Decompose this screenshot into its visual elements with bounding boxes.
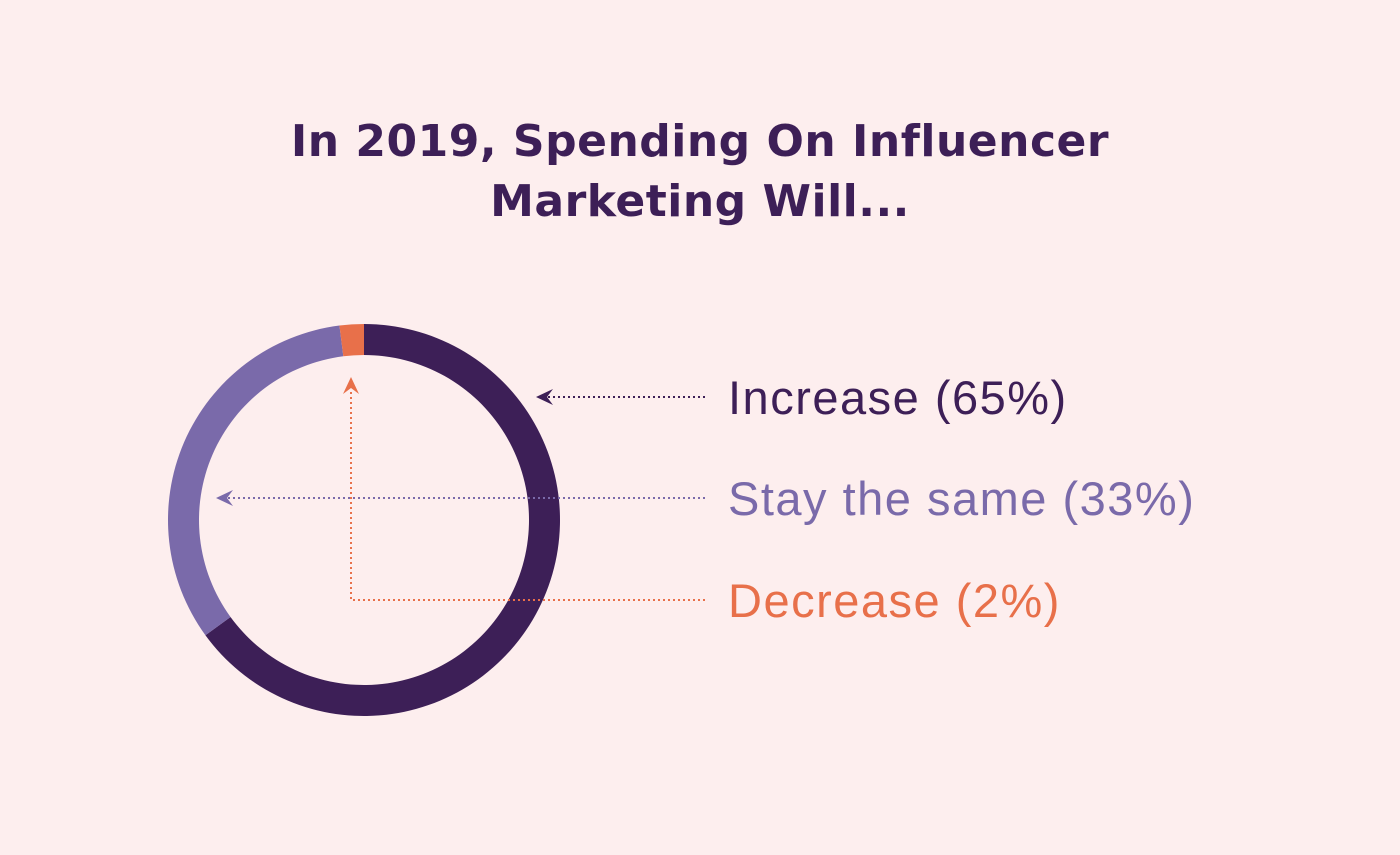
chart-title-line-2: Marketing Will... (490, 176, 910, 227)
legend-label-1: Stay the same (33%) (728, 472, 1195, 525)
arrow-icon-0 (536, 389, 553, 405)
chart-title: In 2019, Spending On Influencer Marketin… (0, 112, 1400, 232)
donut-slice-1 (168, 325, 344, 636)
arrow-icon-2 (343, 377, 359, 394)
legend-label-0: Increase (65%) (728, 371, 1068, 424)
arrow-icon-1 (216, 490, 233, 506)
chart-title-line-1: In 2019, Spending On Influencer (290, 116, 1110, 167)
legend-label-2: Decrease (2%) (728, 574, 1061, 627)
donut-slice-2 (339, 324, 364, 357)
